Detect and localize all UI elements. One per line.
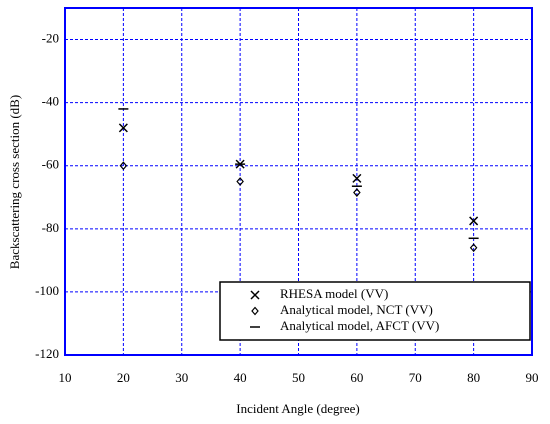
marker-diamond (236, 177, 244, 186)
marker-diamond (119, 161, 128, 171)
legend-label: Analytical model, NCT (VV) (280, 302, 433, 317)
marker-x (352, 173, 362, 183)
x-tick-label: 40 (234, 370, 247, 385)
marker-diamond (469, 243, 478, 253)
x-tick-label: 60 (350, 370, 363, 385)
marker-x (118, 123, 128, 133)
marker-x (469, 216, 479, 226)
y-tick-label: -60 (42, 157, 59, 172)
x-tick-label: 30 (175, 370, 188, 385)
marker-diamond (353, 188, 361, 197)
x-tick-label: 90 (526, 370, 539, 385)
x-tick-label: 10 (59, 370, 72, 385)
x-tick-label: 70 (409, 370, 422, 385)
y-tick-label: -120 (35, 346, 59, 361)
plot-frame (64, 7, 533, 356)
x-axis-label: Incident Angle (degree) (236, 401, 359, 416)
x-tick-label: 50 (292, 370, 305, 385)
y-tick-label: -100 (35, 283, 59, 298)
y-tick-label: -80 (42, 220, 59, 235)
y-axis-label: Backscattering cross section (dB) (7, 95, 22, 269)
x-tick-label: 80 (467, 370, 480, 385)
legend-label: Analytical model, AFCT (VV) (280, 318, 439, 333)
y-tick-label: -40 (42, 94, 59, 109)
marker-diamond (251, 306, 259, 316)
y-tick-label: -20 (42, 31, 59, 46)
x-tick-label: 20 (117, 370, 130, 385)
legend-label: RHESA model (VV) (280, 286, 388, 301)
marker-x (250, 290, 260, 300)
legend-box (219, 281, 531, 341)
